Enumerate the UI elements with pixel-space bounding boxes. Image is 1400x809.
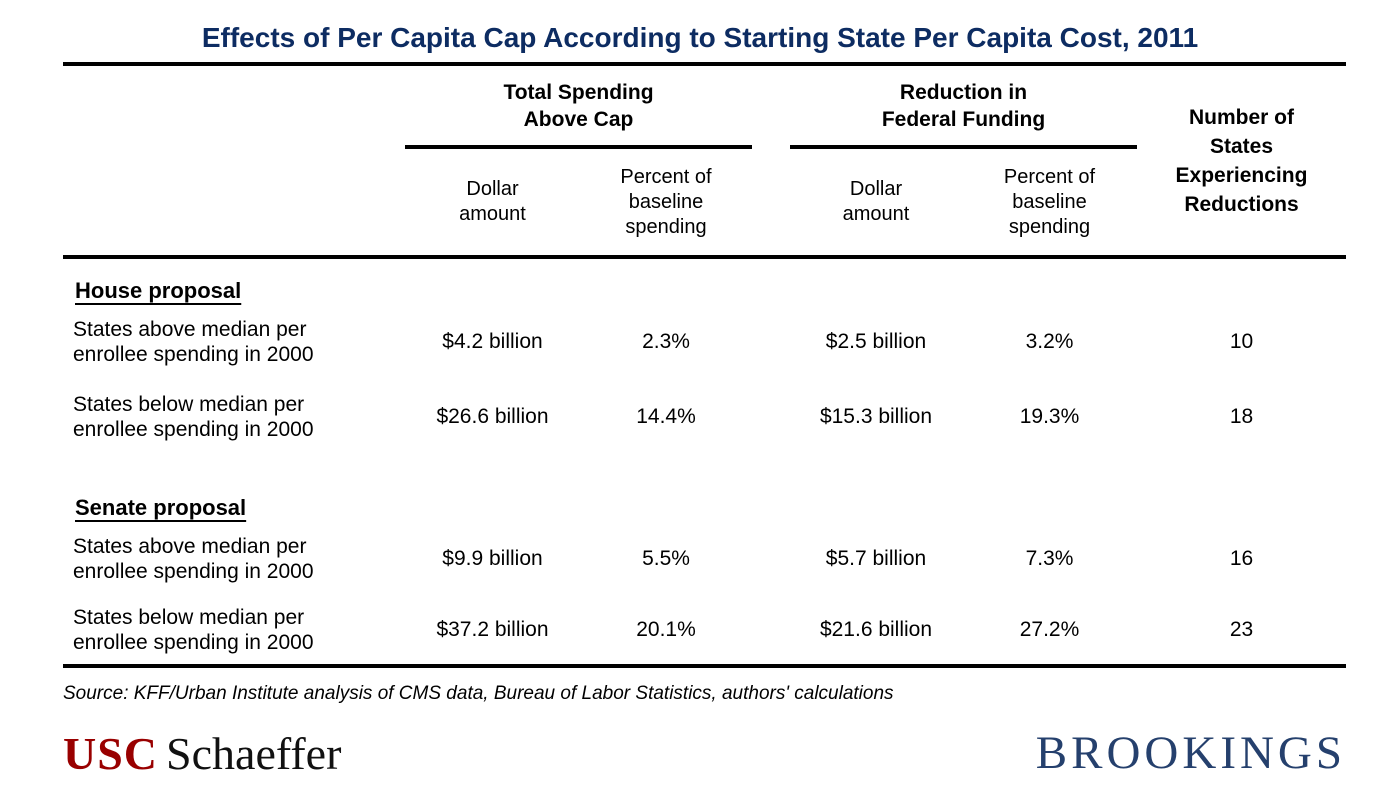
value-senate-below-num-states: 23: [1229, 618, 1254, 641]
value-senate-below-dollar-reduction: $21.6 billion: [819, 618, 933, 641]
section-heading-senate-proposal: Senate proposal: [75, 495, 247, 520]
page-title: Effects of Per Capita Cap According to S…: [201, 22, 1199, 53]
title-rule: [63, 62, 1346, 66]
value-senate-above-pct-reduction: 7.3%: [1025, 546, 1074, 570]
usc-schaeffer-logo: USC Schaeffer: [63, 727, 341, 780]
row-label-senate-above-median: States above median per enrollee spendin…: [73, 534, 314, 583]
header-divider-rule: [63, 255, 1346, 259]
value-house-below-dollar-spending: $26.6 billion: [436, 404, 549, 428]
row-label-house-below-median: States below median per enrollee spendin…: [73, 392, 314, 441]
value-house-above-num-states: 10: [1229, 329, 1254, 353]
brookings-logo: BROOKINGS: [1035, 727, 1346, 779]
row-label-senate-below-median: States below median per enrollee spendin…: [73, 606, 314, 654]
column-group-total-spending-above-cap: Total Spending Above Cap: [405, 66, 752, 149]
value-house-below-num-states: 18: [1229, 404, 1254, 428]
column-group-reduction-in-federal-funding: Reduction in Federal Funding: [790, 66, 1137, 149]
column-header-percent-baseline-1: Percent of baseline spending: [620, 165, 712, 238]
value-house-above-pct-spending: 2.3%: [642, 329, 690, 353]
value-senate-below-pct-reduction: 27.2%: [1019, 618, 1080, 641]
table-bottom-rule: [63, 664, 1346, 668]
column-header-dollar-amount-1: Dollar amount: [459, 178, 526, 225]
value-senate-below-pct-spending: 20.1%: [636, 618, 696, 641]
section-heading-house-proposal: House proposal: [75, 278, 242, 303]
column-header-percent-baseline-2: Percent of baseline spending: [1003, 165, 1096, 238]
value-senate-below-dollar-spending: $37.2 billion: [436, 618, 549, 641]
row-label-house-above-median: States above median per enrollee spendin…: [73, 317, 314, 366]
value-senate-above-num-states: 16: [1229, 546, 1254, 570]
value-house-above-dollar-spending: $4.2 billion: [442, 329, 543, 353]
column-header-dollar-amount-2: Dollar amount: [842, 178, 910, 225]
value-senate-above-dollar-reduction: $5.7 billion: [825, 546, 927, 570]
value-senate-above-pct-spending: 5.5%: [642, 546, 690, 570]
source-note: Source: KFF/Urban Institute analysis of …: [63, 683, 894, 704]
column-header-number-of-states: Number of States Experiencing Reductions: [1175, 105, 1308, 216]
value-house-below-dollar-reduction: $15.3 billion: [819, 404, 933, 428]
footer-logos: USC Schaeffer BROOKINGS: [63, 721, 1346, 785]
per-capita-cap-table: Total Spending Above Cap Reduction in Fe…: [63, 66, 1346, 668]
schaeffer-wordmark: Schaeffer: [166, 727, 342, 779]
usc-wordmark: USC: [63, 727, 159, 779]
value-house-above-pct-reduction: 3.2%: [1025, 329, 1074, 353]
value-house-below-pct-spending: 14.4%: [636, 404, 696, 428]
value-senate-above-dollar-spending: $9.9 billion: [442, 546, 543, 570]
value-house-above-dollar-reduction: $2.5 billion: [825, 329, 927, 353]
value-house-below-pct-reduction: 19.3%: [1019, 404, 1080, 428]
